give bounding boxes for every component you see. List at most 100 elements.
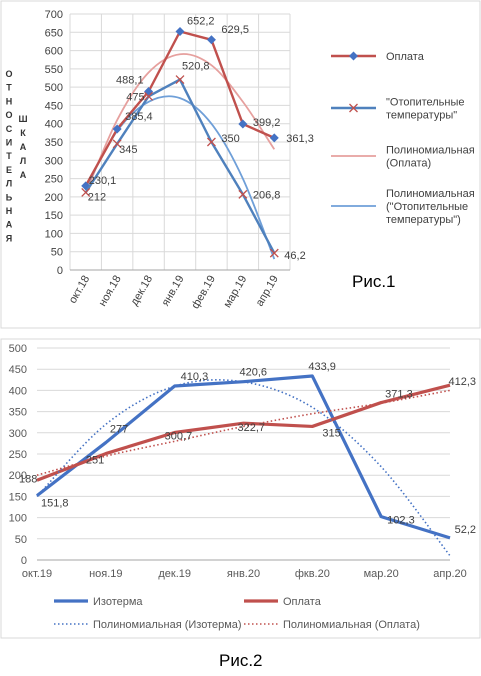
chart-1-point-diamond — [238, 119, 248, 129]
chart-1-y-tick-label: 50 — [51, 247, 63, 259]
chart-1-y-axis-title-letter: С — [6, 124, 13, 134]
chart-1-y-axis-title-letter: Я — [6, 233, 12, 243]
chart-1-legend-marker — [349, 51, 358, 61]
chart-1-y-tick-label: 0 — [57, 265, 63, 277]
chart-2-data-label: 433,9 — [308, 361, 336, 373]
chart-2-x-tick-label: мар.20 — [364, 568, 399, 580]
chart-1-point-x — [81, 188, 91, 197]
chart-1-point-x — [269, 248, 279, 258]
chart-1-y-tick-label: 100 — [45, 228, 63, 240]
chart-1-data-labels: 230,1 385,4 488,1 652,2 629,5 399,2 361,3 212 34… — [88, 15, 314, 262]
chart-1-data-label: 230,1 — [89, 175, 117, 187]
chart-1-y-axis-title-letter: Н — [6, 96, 13, 106]
chart-1-point-x — [206, 137, 216, 147]
chart-2-x-tick-label: дек.19 — [158, 568, 191, 580]
chart-2-data-label: 52,2 — [455, 524, 476, 536]
chart-1-y-tick-label: 250 — [45, 174, 63, 186]
chart-1-y-axis-title-letter: О — [5, 110, 12, 120]
chart-2-legend-label: Изотерма — [93, 596, 143, 608]
chart-1-y-tick-label: 400 — [45, 119, 63, 131]
chart-1-data-label: 361,3 — [286, 133, 314, 145]
chart-2-data-label: 315 — [322, 427, 340, 439]
chart-1-point-x — [175, 75, 185, 84]
chart-1-gridlines — [69, 13, 291, 271]
chart-2-frame — [0, 338, 481, 639]
chart-1-data-label: 385,4 — [125, 111, 153, 123]
chart-2-y-tick-label: 350 — [9, 407, 27, 419]
chart-1-y-tick-label: 150 — [45, 210, 63, 222]
chart-1-data-label: 475 — [126, 91, 144, 103]
chart-2-y-ticks: 0 50 100 150 200 250 300 350 400 450 500 — [9, 343, 27, 567]
chart-2-data-label: 420,6 — [240, 367, 268, 379]
chart-2-x-tick-label: фкв.20 — [295, 568, 330, 580]
chart-2-y-tick-label: 500 — [9, 343, 27, 355]
chart-2-data-label: 188 — [19, 473, 37, 485]
chart-1-data-label: 399,2 — [253, 117, 281, 129]
chart-1-legend-label: температуры" — [386, 110, 457, 122]
chart-1-frame — [0, 0, 481, 329]
chart-1-y-axis-title-letter: О — [5, 69, 12, 79]
chart-2-x-tick-label: апр.20 — [433, 568, 466, 580]
chart-1-data-label: 629,5 — [221, 24, 249, 36]
chart-2-x-tick-label: янв.20 — [227, 568, 260, 580]
chart-1-data-label: 350 — [221, 133, 239, 145]
chart-2-data-label: 151,8 — [41, 498, 69, 510]
chart-1-point-diamond — [175, 26, 185, 36]
chart-1-legend-label: температуры") — [386, 214, 461, 226]
chart-1-series — [81, 26, 279, 260]
chart-2-legend: Изотерма Оплата Полиномиальная (Изотерма) П… — [54, 596, 420, 631]
chart-1-legend-label: ("Отопительные — [386, 201, 468, 213]
chart-1-data-label: 212 — [88, 191, 106, 203]
chart-1-point-diamond — [269, 133, 279, 143]
chart-2: 0 50 100 150 200 250 300 350 400 450 500 окт.19 ноя… — [0, 338, 481, 639]
chart-1-y-tick-label: 700 — [45, 9, 63, 21]
chart-1-y-axis-title-letter: Ш — [18, 114, 27, 124]
chart-2-data-label: 277 — [110, 424, 128, 436]
chart-1-y-axis-title-letter: А — [6, 220, 13, 230]
chart-1-point-x — [144, 91, 154, 101]
chart-1-legend-label: Полиномиальная — [386, 188, 475, 200]
chart-1-y-axis-title-letter: И — [6, 138, 12, 148]
chart-1-trendline-2 — [84, 53, 276, 194]
chart-1-y-tick-label: 350 — [45, 137, 63, 149]
chart-1-y-tick-label: 200 — [45, 192, 63, 204]
chart-2-data-label: 371,3 — [385, 389, 413, 401]
figure-2-caption: Рис.2 — [219, 651, 263, 670]
chart-2-x-tick-label: окт.19 — [22, 568, 52, 580]
chart-1-data-label: 652,2 — [187, 15, 215, 27]
chart-1-y-tick-label: 650 — [45, 27, 63, 39]
chart-2-data-label: 412,3 — [448, 376, 476, 388]
chart-2-y-tick-label: 200 — [9, 470, 27, 482]
chart-2-y-tick-label: 100 — [9, 513, 27, 525]
chart-2-series — [36, 374, 451, 557]
chart-1-data-label: 345 — [119, 144, 137, 156]
chart-1-y-tick-label: 300 — [45, 155, 63, 167]
chart-2-x-tick-label: ноя.19 — [89, 568, 122, 580]
chart-2-data-labels: 151,8 277 410,3 420,6 433,9 102,3 52,2 188 251 30… — [19, 361, 476, 536]
chart-1-data-label: 206,8 — [253, 189, 281, 201]
chart-1-y-tick-label: 600 — [45, 46, 63, 58]
chart-2-y-tick-label: 300 — [9, 428, 27, 440]
chart-2-y-tick-label: 450 — [9, 364, 27, 376]
chart-2-y-tick-label: 50 — [15, 534, 27, 546]
chart-2-legend-label: Оплата — [283, 596, 322, 608]
chart-1-legend-marker — [349, 103, 358, 113]
chart-2-data-label: 410,3 — [181, 371, 209, 383]
chart-2-trendline-2 — [36, 379, 451, 557]
chart-1-y-axis-title-letter: Ь — [6, 192, 13, 202]
chart-1-y-tick-label: 500 — [45, 82, 63, 94]
chart-2-legend-label: Полиномиальная (Изотерма) — [93, 619, 242, 631]
chart-1-data-label: 520,8 — [182, 61, 210, 73]
chart-1-y-axis-title-letter: Е — [6, 165, 12, 175]
chart-2-data-label: 300,7 — [165, 431, 193, 443]
chart-1-y-axis-title-letter: Л — [6, 179, 12, 189]
chart-1-legend-label: Полиномиальная — [386, 145, 475, 157]
chart-2-legend-label: Полиномиальная (Оплата) — [283, 619, 420, 631]
chart-1-data-label: 46,2 — [284, 250, 305, 262]
chart-1-y-tick-label: 450 — [45, 100, 63, 112]
chart-2-y-tick-label: 250 — [9, 449, 27, 461]
chart-1-y-ticks: 0 50 100 150 200 250 300 350 400 450 500 550 600 650 7… — [45, 9, 63, 277]
chart-1-point-diamond — [206, 35, 216, 45]
figure-1-caption: Рис.1 — [352, 272, 396, 291]
